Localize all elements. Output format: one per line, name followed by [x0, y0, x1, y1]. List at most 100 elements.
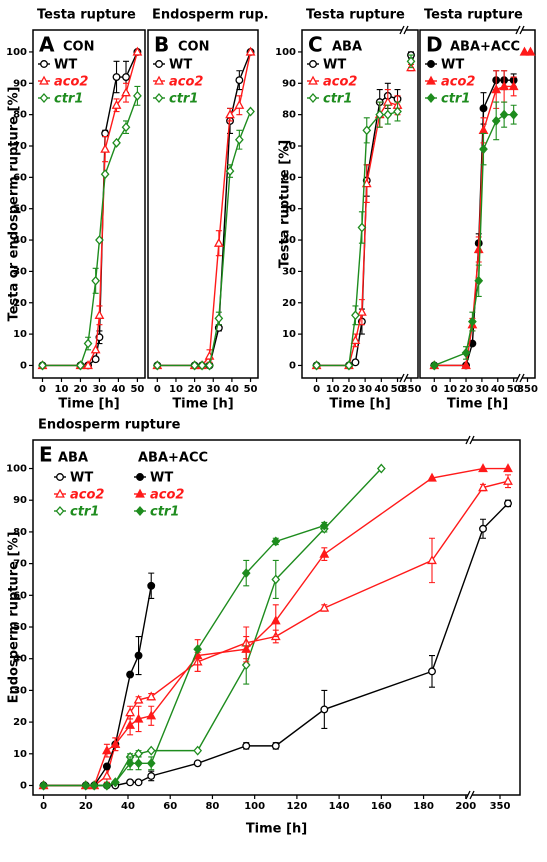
x-tick-label: 20	[342, 384, 356, 395]
marker	[271, 574, 281, 585]
marker	[91, 355, 100, 364]
panel-letter: D	[426, 33, 443, 57]
marker	[504, 499, 512, 508]
marker	[38, 360, 47, 371]
marker	[406, 56, 416, 67]
series-line	[42, 95, 139, 367]
legend-marker	[426, 93, 436, 103]
x-tick-label: 350	[517, 384, 538, 395]
x-tick-label: 80	[205, 801, 219, 812]
axis-break	[469, 790, 475, 800]
legend-marker	[39, 75, 49, 85]
marker	[101, 129, 110, 138]
legend-title: ABA	[58, 451, 88, 466]
x-tick-label: 10	[169, 384, 183, 395]
legend-label: WT	[323, 58, 346, 73]
legend-title: ABA+ACC	[138, 451, 208, 466]
marker	[90, 344, 101, 354]
marker	[361, 178, 372, 188]
legend-marker	[155, 60, 163, 68]
y-tick-label: 20	[282, 298, 296, 309]
legend-label: aco2	[323, 75, 357, 90]
legend-marker	[56, 473, 64, 481]
marker	[427, 472, 437, 482]
y-tick-label: 90	[13, 495, 27, 506]
marker	[499, 109, 509, 120]
axis-break	[515, 25, 521, 35]
panel-title: Testa rupture	[424, 8, 523, 23]
marker	[427, 555, 437, 565]
legend-marker	[55, 506, 65, 516]
x-axis-label: Time [h]	[447, 397, 508, 412]
marker	[319, 520, 329, 531]
y-tick-label: 30	[282, 266, 296, 277]
marker	[428, 667, 436, 676]
marker	[246, 106, 255, 117]
marker	[242, 741, 251, 750]
x-tick-label: 0	[313, 384, 320, 395]
y-tick-label: 60	[13, 590, 27, 601]
marker	[102, 780, 112, 791]
marker	[503, 475, 513, 485]
axis-break	[515, 373, 521, 383]
y-tick-label: 50	[13, 204, 27, 215]
marker	[125, 758, 135, 769]
legend-marker	[426, 75, 436, 85]
x-tick-label: 10	[443, 384, 457, 395]
x-tick-label: 160	[371, 801, 392, 812]
marker	[146, 691, 157, 701]
x-tick-label: 50	[507, 384, 521, 395]
y-tick-label: 20	[13, 717, 27, 728]
marker	[479, 104, 488, 113]
marker	[350, 335, 361, 345]
x-tick-label: 20	[459, 384, 473, 395]
marker	[479, 144, 488, 155]
legend-label: aco2	[150, 488, 184, 503]
x-tick-label: 40	[225, 384, 239, 395]
marker	[190, 360, 199, 371]
marker	[270, 615, 281, 625]
marker	[499, 81, 510, 91]
x-tick-label: 180	[413, 801, 434, 812]
marker	[193, 759, 202, 768]
marker	[147, 772, 156, 780]
x-tick-label: 50	[391, 384, 405, 395]
marker	[146, 745, 156, 756]
y-tick-label: 10	[13, 749, 27, 760]
marker	[213, 237, 224, 247]
marker	[134, 758, 143, 769]
y-tick-label: 80	[282, 110, 296, 121]
y-tick-label: 0	[20, 780, 27, 791]
x-tick-label: 30	[206, 384, 220, 395]
legend-label: ctr1	[54, 92, 83, 107]
marker	[383, 109, 393, 120]
x-tick-label: 0	[39, 384, 46, 395]
x-axis-label: Time [h]	[172, 397, 233, 412]
panel-title: Testa rupture	[37, 8, 136, 23]
x-tick-label: 30	[475, 384, 489, 395]
legend-marker	[427, 60, 435, 68]
marker	[241, 643, 252, 653]
marker	[225, 109, 235, 119]
legend-marker	[308, 93, 318, 103]
marker	[121, 87, 131, 97]
marker	[101, 745, 112, 755]
marker	[320, 705, 329, 714]
marker	[134, 651, 143, 660]
marker	[132, 46, 143, 56]
y-tick-label: 100	[6, 464, 27, 475]
legend-label: ctr1	[150, 505, 179, 520]
marker	[134, 778, 143, 787]
y-tick-label: 50	[282, 204, 296, 215]
panel-letter: E	[39, 443, 53, 467]
x-tick-label: 60	[163, 801, 177, 812]
marker	[429, 360, 439, 371]
y-tick-label: 40	[13, 235, 27, 246]
series-line	[43, 524, 325, 787]
plot-frame	[419, 29, 536, 379]
marker	[478, 463, 488, 473]
marker	[83, 360, 93, 370]
marker	[478, 482, 488, 492]
x-tick-label: 50	[130, 384, 144, 395]
y-tick-label: 80	[13, 110, 27, 121]
